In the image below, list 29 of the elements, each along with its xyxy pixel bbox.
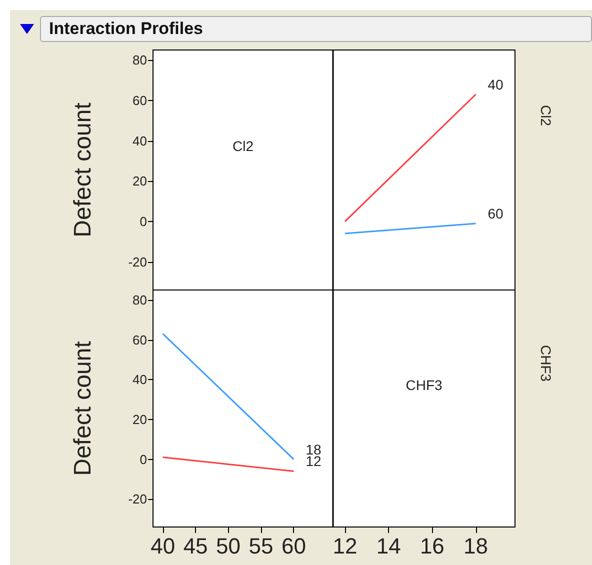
series-label: 60 [488,205,504,222]
annotation: CHF3 [406,376,442,393]
y2-axis-title: Cl2 [538,105,554,126]
x2-tick-label: 12 [332,534,358,558]
y-tick-label: 60 [132,332,147,348]
y-tick-label: -20 [128,254,147,270]
annotation: Cl2 [232,138,254,154]
y-tick-label: 0 [140,214,147,229]
y-tick-label: 80 [132,292,147,308]
y-axis-title: Defect count [70,340,96,476]
y-tick-label: 0 [140,452,147,467]
y2-axis-title: CHF3 [538,345,554,382]
x-tick-label: 45 [183,534,208,558]
x-tick-label: 55 [248,534,274,558]
y-tick-label: 20 [132,174,147,189]
x-tick-label: 60 [282,534,306,558]
y-tick-label: -20 [128,492,147,507]
y-tick-label: 20 [132,412,147,427]
y-tick-label: 60 [132,92,147,108]
x2-tick-label: 18 [464,534,488,558]
chart-title: Interaction Profiles [40,16,592,42]
series-label: 40 [488,76,504,92]
y-axis-title: Defect count [70,102,96,238]
x2-tick-label: 16 [420,534,444,558]
y-tick-label: 40 [132,133,147,148]
y-tick-label: 40 [132,372,147,388]
x2-tick-label: 14 [376,534,401,558]
y-tick-label: 80 [132,52,147,68]
x-tick-label: 50 [216,534,241,558]
